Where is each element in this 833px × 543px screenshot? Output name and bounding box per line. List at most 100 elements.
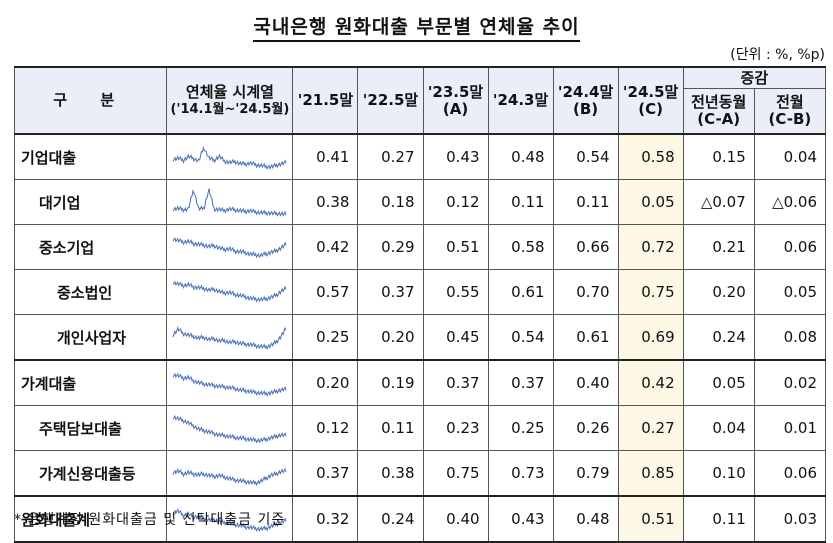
row-label: 개인사업자	[13, 314, 168, 361]
trend-sparkline	[166, 179, 294, 225]
value-cell: 0.25	[487, 405, 554, 451]
trend-sparkline	[166, 133, 294, 180]
trend-sparkline	[166, 314, 294, 361]
value-cell: △0.06	[753, 179, 827, 225]
value-cell: 0.75	[617, 269, 684, 315]
value-cell: 0.26	[552, 405, 619, 451]
value-cell: 0.37	[292, 450, 359, 497]
value-cell: 0.55	[422, 269, 489, 315]
value-cell: 0.20	[682, 269, 755, 315]
table-row: 개인사업자 0.25 0.20 0.45 0.54 0.61 0.69 0.24 0.08	[13, 314, 827, 361]
table-row: 주택담보대출 0.12 0.11 0.23 0.25 0.26 0.27 0.04 0.01	[13, 405, 827, 451]
value-cell: 0.45	[422, 314, 489, 361]
value-cell: 0.54	[487, 314, 554, 361]
header-change-group: 증감	[682, 66, 827, 89]
value-cell: 0.48	[552, 495, 619, 543]
row-label: 원화대출계	[13, 495, 168, 543]
value-cell: 0.37	[422, 359, 489, 406]
value-cell: 0.23	[422, 405, 489, 451]
row-label: 중소법인	[13, 269, 168, 315]
value-cell: 0.40	[422, 495, 489, 543]
value-cell: 0.51	[422, 224, 489, 270]
table-row: 중소기업 0.42 0.29 0.51 0.58 0.66 0.72 0.21 0.06	[13, 224, 827, 270]
header-col-2: '23.5말 (A)	[422, 66, 489, 135]
value-cell: 0.48	[487, 133, 554, 180]
row-label: 가계대출	[13, 359, 168, 406]
table-row: 대기업 0.38 0.18 0.12 0.11 0.11 0.05 △0.07 △0.06	[13, 179, 827, 225]
value-cell: 0.12	[422, 179, 489, 225]
trend-sparkline	[166, 450, 294, 497]
value-cell: 0.37	[487, 359, 554, 406]
value-cell: 0.51	[617, 495, 684, 543]
value-cell: 0.20	[357, 314, 424, 361]
trend-sparkline	[166, 269, 294, 315]
value-cell: 0.85	[617, 450, 684, 497]
table-row: 중소법인 0.57 0.37 0.55 0.61 0.70 0.75 0.20 0.05	[13, 269, 827, 315]
trend-sparkline	[166, 495, 294, 543]
header-col-0: '21.5말	[292, 66, 359, 135]
trend-sparkline	[166, 224, 294, 270]
value-cell: 0.25	[292, 314, 359, 361]
header-col-3: '24.3말	[487, 66, 554, 135]
value-cell: 0.43	[487, 495, 554, 543]
value-cell: 0.41	[292, 133, 359, 180]
value-cell: 0.24	[682, 314, 755, 361]
value-cell: 0.01	[753, 405, 827, 451]
value-cell: 0.05	[617, 179, 684, 225]
value-cell: 0.38	[357, 450, 424, 497]
row-label: 중소기업	[13, 224, 168, 270]
row-label: 대기업	[13, 179, 168, 225]
value-cell: 0.11	[682, 495, 755, 543]
value-cell: 0.11	[487, 179, 554, 225]
value-cell: 0.79	[552, 450, 619, 497]
row-label: 가계신용대출등	[13, 450, 168, 497]
table-row: 가계대출 0.20 0.19 0.37 0.37 0.40 0.42 0.05 0.02	[13, 359, 827, 406]
value-cell: 0.40	[552, 359, 619, 406]
value-cell: 0.02	[753, 359, 827, 406]
header-col-4: '24.4말 (B)	[552, 66, 619, 135]
header-gubun: 구 분	[13, 66, 168, 135]
delinquency-table: 구 분 연체율 시계열 ('14.1월~'24.5월) '21.5말 '22.5…	[13, 66, 827, 543]
value-cell: 0.04	[682, 405, 755, 451]
table-row: 기업대출 0.41 0.27 0.43 0.48 0.54 0.58 0.15 0.04	[13, 133, 827, 180]
value-cell: 0.75	[422, 450, 489, 497]
value-cell: 0.06	[753, 224, 827, 270]
value-cell: 0.24	[357, 495, 424, 543]
value-cell: 0.42	[617, 359, 684, 406]
value-cell: 0.42	[292, 224, 359, 270]
trend-sparkline	[166, 405, 294, 451]
value-cell: 0.20	[292, 359, 359, 406]
value-cell: 0.21	[682, 224, 755, 270]
value-cell: 0.66	[552, 224, 619, 270]
header-col-5: '24.5말 (C)	[617, 66, 684, 135]
value-cell: 0.32	[292, 495, 359, 543]
value-cell: 0.08	[753, 314, 827, 361]
value-cell: 0.43	[422, 133, 489, 180]
value-cell: 0.27	[617, 405, 684, 451]
row-label: 주택담보대출	[13, 405, 168, 451]
value-cell: △0.07	[682, 179, 755, 225]
header-change-yoy: 전년동월 (C-A)	[682, 88, 755, 135]
value-cell: 0.05	[682, 359, 755, 406]
value-cell: 0.05	[753, 269, 827, 315]
value-cell: 0.61	[487, 269, 554, 315]
trend-sparkline	[166, 359, 294, 406]
value-cell: 0.11	[552, 179, 619, 225]
value-cell: 0.10	[682, 450, 755, 497]
header-trend: 연체율 시계열 ('14.1월~'24.5월)	[166, 66, 294, 135]
value-cell: 0.38	[292, 179, 359, 225]
value-cell: 0.58	[617, 133, 684, 180]
value-cell: 0.03	[753, 495, 827, 543]
value-cell: 0.06	[753, 450, 827, 497]
value-cell: 0.58	[487, 224, 554, 270]
header-col-1: '22.5말	[357, 66, 424, 135]
value-cell: 0.61	[552, 314, 619, 361]
value-cell: 0.70	[552, 269, 619, 315]
value-cell: 0.73	[487, 450, 554, 497]
value-cell: 0.54	[552, 133, 619, 180]
value-cell: 0.72	[617, 224, 684, 270]
value-cell: 0.15	[682, 133, 755, 180]
table-title: 국내은행 원화대출 부문별 연체율 추이	[0, 12, 833, 42]
value-cell: 0.19	[357, 359, 424, 406]
row-label: 기업대출	[13, 133, 168, 180]
